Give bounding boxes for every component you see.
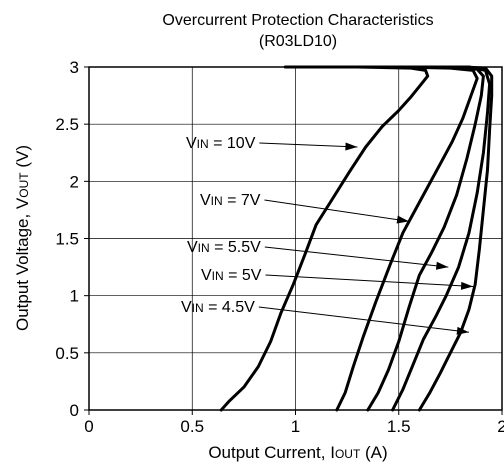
annotations: VIN = 10V VIN = 7V VIN = 5.5V VIN = 5V VIN =… xyxy=(181,135,474,335)
y-tick-label: 0 xyxy=(70,401,79,420)
series-line xyxy=(366,65,485,412)
series-line xyxy=(219,65,430,412)
x-axis-label: Output Current, IOUT (A) xyxy=(208,443,387,462)
annotation-arrowhead xyxy=(396,215,410,224)
y-ticks: 0 0.5 1 1.5 2 2.5 3 xyxy=(55,58,89,420)
plot-frame xyxy=(88,66,503,411)
series-label: VIN = 5.5V xyxy=(187,239,261,256)
y-tick-label: 2.5 xyxy=(55,115,79,134)
y-axis-label: Output Voltage, VOUT (V) xyxy=(13,145,32,331)
y-tick-label: 3 xyxy=(70,58,79,77)
annotation-arrow-line xyxy=(264,246,449,268)
chart-subtitle: (R03LD10) xyxy=(259,33,337,50)
series-line xyxy=(391,65,492,412)
y-tick-label: 1.5 xyxy=(55,230,79,249)
annotation-arrowhead xyxy=(345,142,358,151)
y-tick-label: 2 xyxy=(70,172,79,191)
series-label: VIN = 10V xyxy=(186,135,256,152)
series-label: VIN = 4.5V xyxy=(181,299,255,316)
x-tick-label: 1 xyxy=(291,417,300,436)
annotation-arrow-line xyxy=(259,142,358,148)
annotation-arrow-line xyxy=(258,306,470,333)
annotation-arrowhead xyxy=(435,261,449,270)
y-tick-label: 0.5 xyxy=(55,344,79,363)
annotation-arrow-line xyxy=(265,274,474,288)
annotation-arrowhead xyxy=(456,326,469,335)
x-tick-label: 1.5 xyxy=(387,417,411,436)
series-line xyxy=(417,65,494,412)
series-label: VIN = 7V xyxy=(200,192,261,209)
annotation-arrowhead xyxy=(460,281,474,290)
x-tick-label: 2 xyxy=(497,417,504,436)
annotation-arrow-line xyxy=(264,199,410,222)
chart-title: Overcurrent Protection Characteristics xyxy=(162,12,433,29)
x-tick-label: 0.5 xyxy=(180,417,204,436)
x-tick-label: 0 xyxy=(84,417,93,436)
series-label: VIN = 5V xyxy=(201,267,262,284)
series-lines xyxy=(219,65,494,412)
x-ticks: 0 0.5 1 1.5 2 xyxy=(84,410,504,436)
y-tick-label: 1 xyxy=(70,287,79,306)
